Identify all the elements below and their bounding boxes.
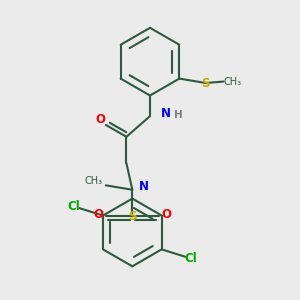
Text: O: O (95, 112, 105, 126)
Text: Cl: Cl (67, 200, 80, 213)
Text: S: S (202, 76, 210, 89)
Text: S: S (128, 210, 136, 223)
Text: Cl: Cl (185, 252, 197, 265)
Text: CH₃: CH₃ (85, 176, 103, 186)
Text: N: N (139, 180, 149, 193)
Text: N: N (161, 107, 171, 120)
Text: O: O (94, 208, 103, 221)
Text: CH₃: CH₃ (223, 76, 242, 86)
Text: O: O (161, 208, 171, 221)
Text: H: H (174, 110, 182, 120)
